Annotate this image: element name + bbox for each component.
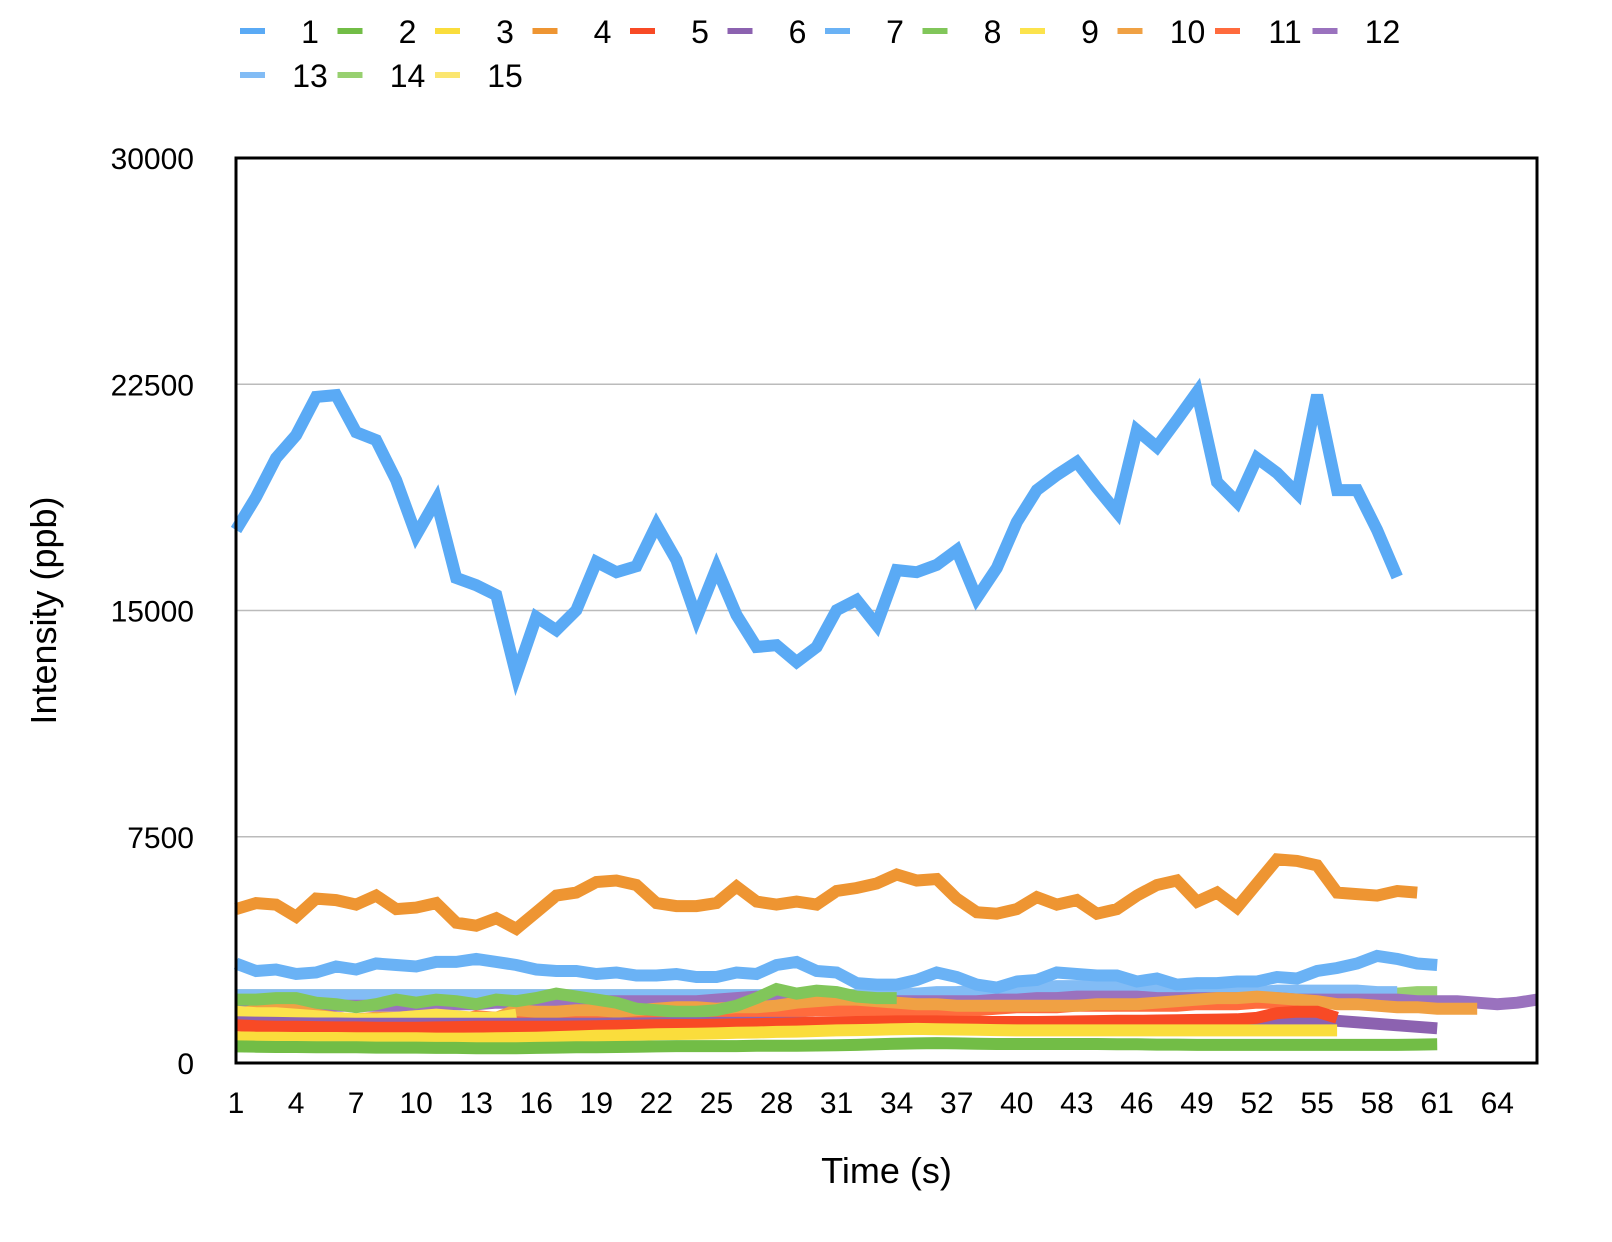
x-tick-label: 28 (760, 1087, 793, 1120)
legend-label: 11 (1268, 14, 1301, 50)
legend-label: 5 (691, 14, 709, 50)
legend-label: 14 (390, 58, 426, 94)
series-line-5 (235, 1005, 1339, 1034)
legend-swatch (1117, 28, 1143, 34)
legend-label: 12 (1365, 14, 1401, 50)
legend-label: 6 (789, 14, 807, 50)
x-tick-label: 19 (580, 1087, 613, 1120)
x-tick-label: 58 (1360, 1087, 1393, 1120)
legend-label: 7 (886, 14, 904, 50)
legend-item-2: 2 (337, 14, 417, 50)
x-tick-label: 55 (1300, 1087, 1333, 1120)
series-line-4 (234, 853, 1418, 936)
legend-item-6: 6 (727, 14, 807, 50)
x-tick-label: 13 (460, 1087, 493, 1120)
legend-swatch (435, 72, 460, 78)
y-tick-label: 30000 (111, 143, 194, 176)
x-tick-label: 40 (1000, 1087, 1033, 1120)
x-axis-ticks: 1 4 7 10 13 16 19 22 25 28 31 34 37 40 43 46 49 52 55 58 61 6… (228, 1087, 1514, 1120)
legend-label: 9 (1081, 14, 1099, 50)
legend-item-8: 8 (922, 14, 1002, 50)
legend-swatch (240, 72, 265, 78)
x-tick-label: 31 (820, 1087, 853, 1120)
y-tick-label: 0 (177, 1048, 194, 1081)
x-tick-label: 43 (1060, 1087, 1093, 1120)
y-tick-label: 15000 (111, 596, 194, 629)
legend-label: 13 (292, 58, 328, 94)
series-line-7 (233, 949, 1438, 994)
x-tick-label: 61 (1421, 1087, 1454, 1120)
x-axis-label: Time (s) (821, 1150, 952, 1191)
x-tick-label: 64 (1481, 1087, 1514, 1120)
legend-item-7: 7 (825, 14, 904, 50)
y-axis-label: Intensity (ppb) (23, 496, 64, 724)
legend-label: 15 (487, 58, 523, 94)
x-tick-label: 4 (288, 1087, 305, 1120)
y-tick-label: 7500 (127, 822, 194, 855)
legend-item-10: 10 (1117, 14, 1206, 50)
series-lines (230, 377, 1539, 1055)
legend-item-14: 14 (337, 58, 426, 94)
legend-item-4: 4 (532, 14, 612, 50)
x-tick-label: 52 (1240, 1087, 1273, 1120)
x-tick-label: 49 (1180, 1087, 1213, 1120)
plot-frame (234, 156, 1539, 1065)
legend-swatch (435, 28, 460, 34)
x-tick-label: 46 (1120, 1087, 1153, 1120)
legend-item-1: 1 (240, 14, 319, 50)
x-tick-label: 22 (640, 1087, 673, 1120)
legend-label: 1 (301, 14, 319, 50)
legend-swatch (532, 28, 558, 34)
legend-swatch (337, 72, 363, 78)
x-tick-label: 1 (228, 1087, 245, 1120)
legend-item-11: 11 (1215, 14, 1302, 50)
x-tick-label: 10 (399, 1087, 432, 1120)
legend-item-13: 13 (240, 58, 328, 94)
legend-label: 4 (594, 14, 612, 50)
series-line-3 (235, 1022, 1338, 1045)
legend-item-3: 3 (435, 14, 514, 50)
legend-item-9: 9 (1020, 14, 1099, 50)
legend-label: 2 (399, 14, 417, 50)
series-line-8 (236, 982, 897, 1018)
legend-item-12: 12 (1312, 14, 1401, 50)
y-axis-ticks: 0 7500 15000 22500 30000 (111, 143, 194, 1081)
legend-swatch (1215, 28, 1240, 34)
series-line-1 (230, 377, 1403, 697)
legend-label: 3 (496, 14, 514, 50)
legend-label: 8 (984, 14, 1002, 50)
legend-swatch (337, 28, 363, 34)
legend-swatch (825, 28, 850, 34)
legend-item-15: 15 (435, 58, 523, 94)
series-line-2 (235, 1037, 1438, 1055)
x-tick-label: 7 (348, 1087, 365, 1120)
legend-swatch (630, 28, 655, 34)
x-tick-label: 34 (880, 1087, 913, 1120)
legend-swatch (1020, 28, 1045, 34)
legend-swatch (1312, 28, 1338, 34)
x-tick-label: 37 (940, 1087, 973, 1120)
x-tick-label: 16 (520, 1087, 553, 1120)
legend-swatch (727, 28, 753, 34)
legend-label: 10 (1170, 14, 1206, 50)
legend-item-5: 5 (630, 14, 709, 50)
legend-swatch (922, 28, 948, 34)
legend-swatch (240, 28, 265, 34)
x-tick-label: 25 (700, 1087, 733, 1120)
y-tick-label: 22500 (111, 369, 194, 402)
